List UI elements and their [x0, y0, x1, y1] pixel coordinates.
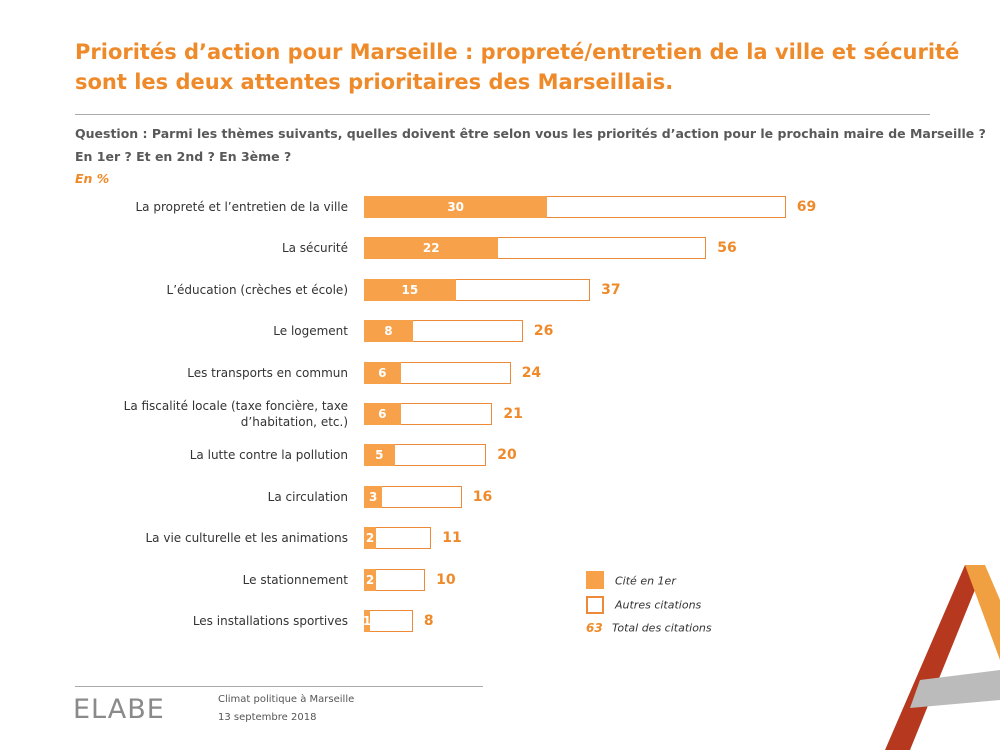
total-label: 8 — [423, 613, 434, 629]
legend-label: Autres citations — [615, 598, 702, 612]
category-label: La lutte contre la pollution — [189, 448, 348, 463]
category-label: Les installations sportives — [192, 614, 348, 628]
first-bar — [364, 278, 456, 301]
value-label: 6 — [378, 365, 387, 380]
footer-date: 13 septembre 2018 — [218, 712, 317, 723]
category-label: La propreté et l’entretien de la ville — [135, 200, 349, 214]
first-bar — [364, 444, 395, 467]
total-label: 37 — [601, 281, 621, 298]
first-bar — [364, 485, 383, 508]
question: Question : Parmi les thèmes suivants, qu… — [75, 126, 986, 141]
category-label: La sécurité — [281, 241, 348, 256]
category-label: L’éducation (crèches et école) — [166, 282, 348, 297]
value-label: 6 — [378, 407, 387, 421]
title: Priorités d’action pour Marseille : prop… — [75, 40, 960, 64]
category-label: La circulation — [267, 489, 348, 504]
category-label: Les transports en commun — [187, 365, 348, 380]
footer-subject: Climat politique à Marseille — [218, 694, 355, 705]
first-bar — [364, 403, 401, 425]
logo-stroke — [965, 565, 1000, 660]
value-label: 30 — [447, 200, 465, 214]
total-label: 69 — [796, 199, 817, 215]
category-label: Le stationnement — [242, 572, 348, 587]
value-label: 15 — [401, 282, 419, 297]
total-label: 20 — [497, 447, 517, 464]
first-bar — [364, 610, 371, 632]
legend-label: Cité en 1er — [615, 574, 676, 588]
value-label: 2 — [365, 572, 375, 587]
total-label: 21 — [503, 406, 523, 422]
total-label: 24 — [521, 364, 542, 381]
total-label: 16 — [472, 488, 493, 505]
decoration — [885, 565, 1000, 750]
legend-swatch — [586, 571, 604, 589]
category-label: La vie culturelle et les animations — [145, 531, 348, 546]
divider — [75, 114, 930, 115]
total-label: 10 — [436, 571, 456, 588]
first-bar — [364, 237, 499, 260]
total-bar — [364, 610, 413, 632]
total-label: 56 — [717, 240, 737, 257]
value-label: 3 — [368, 489, 378, 504]
value-label: 22 — [422, 241, 440, 256]
first-bar — [364, 196, 548, 218]
first-bar — [364, 320, 413, 343]
first-bar — [364, 568, 377, 591]
logo-stroke — [885, 565, 985, 750]
legend-example: 63 — [586, 621, 603, 635]
logo-stroke — [910, 670, 1000, 708]
total-label: 26 — [533, 323, 554, 340]
legend-label: Total des citations — [612, 621, 712, 635]
value-label: 8 — [384, 324, 393, 339]
unit-note: En % — [75, 171, 110, 186]
first-bar — [364, 361, 401, 384]
category-label: Le logement — [273, 324, 348, 339]
value-label: 2 — [365, 531, 375, 546]
legend-swatch — [586, 596, 604, 614]
category-label: La fiscalité locale (taxe foncière, taxe… — [123, 399, 348, 429]
value-label: 1 — [362, 614, 372, 628]
title: sont les deux attentes prioritaires des … — [75, 70, 674, 94]
logo: ELABE — [73, 694, 165, 725]
total-label: 11 — [442, 530, 462, 547]
value-label: 5 — [375, 448, 384, 463]
question: En 1er ? Et en 2nd ? En 3ème ? — [75, 149, 292, 164]
first-bar — [364, 527, 377, 550]
divider — [75, 686, 483, 687]
